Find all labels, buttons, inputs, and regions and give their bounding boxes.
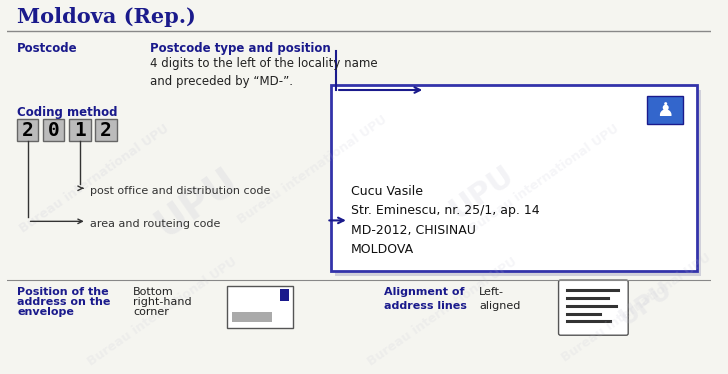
Text: UPU: UPU — [148, 160, 245, 244]
Bar — [17, 119, 39, 141]
Bar — [331, 85, 697, 271]
Bar — [227, 286, 293, 328]
Text: Left-
aligned: Left- aligned — [479, 286, 521, 310]
Text: ♟: ♟ — [656, 101, 673, 120]
Text: Alignment of
address lines: Alignment of address lines — [384, 286, 467, 310]
Text: Position of the: Position of the — [17, 286, 108, 297]
Text: corner: corner — [133, 307, 169, 317]
Text: Postcode: Postcode — [17, 42, 78, 55]
Text: post office and distribution code: post office and distribution code — [90, 186, 270, 196]
Text: right-hand: right-hand — [133, 297, 191, 307]
Text: 2: 2 — [22, 121, 33, 140]
Text: Coding method: Coding method — [17, 105, 117, 119]
Text: UPU: UPU — [443, 160, 519, 225]
Text: Moldova (Rep.): Moldova (Rep.) — [17, 7, 196, 27]
Text: area and routeing code: area and routeing code — [90, 219, 220, 229]
Bar — [43, 119, 64, 141]
Text: address on the: address on the — [17, 297, 111, 307]
Text: 1: 1 — [74, 121, 86, 140]
Text: Postcode type and position: Postcode type and position — [151, 42, 331, 55]
Bar — [232, 312, 272, 322]
Bar — [646, 96, 684, 124]
Bar — [335, 90, 701, 276]
Text: envelope: envelope — [17, 307, 74, 317]
Text: Bureau international UPU: Bureau international UPU — [559, 251, 713, 364]
Text: 0: 0 — [48, 121, 60, 140]
Bar — [69, 119, 90, 141]
Text: UPU: UPU — [614, 276, 676, 330]
Text: Cucu Vasile
Str. Eminescu, nr. 25/1, ap. 14
MD-2012, CHISINAU
MOLDOVA: Cucu Vasile Str. Eminescu, nr. 25/1, ap.… — [351, 185, 539, 256]
FancyBboxPatch shape — [558, 280, 628, 335]
Text: Bureau international UPU: Bureau international UPU — [17, 122, 172, 236]
Text: Bureau international UPU: Bureau international UPU — [365, 255, 520, 369]
Text: 2: 2 — [100, 121, 112, 140]
Text: Bureau international UPU: Bureau international UPU — [235, 113, 389, 227]
Bar — [95, 119, 116, 141]
Bar — [280, 289, 289, 301]
Text: Bottom: Bottom — [133, 286, 174, 297]
Text: Bureau international UPU: Bureau international UPU — [85, 255, 240, 369]
Text: 4 digits to the left of the locality name
and preceded by “MD-”.: 4 digits to the left of the locality nam… — [151, 57, 378, 88]
Text: Bureau international UPU: Bureau international UPU — [467, 122, 621, 236]
